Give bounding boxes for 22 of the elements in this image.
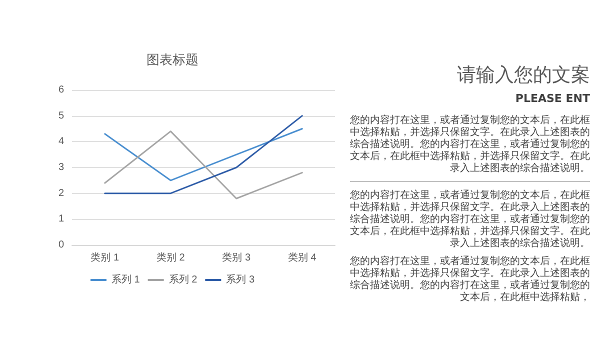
legend-label: 系列 3 [226,274,255,286]
y-tick-label: 0 [58,240,64,250]
text: PLEASE ENT [514,92,590,105]
y-tick-label: 5 [58,110,64,122]
y-tick-label: 2 [58,188,64,199]
legend-label: 系列 2 [168,274,198,286]
y-tick-label: 6 [58,84,64,96]
y-tick-label: 3 [58,162,64,173]
x-tick-label: 类别 3 [222,252,251,264]
line-series [104,128,303,182]
text: 您的内容打在这里，或者通过复制您的文本后，在此框中选择粘贴，并选择只保留文字。在此录入上述图表的综合描述说明。您的内容打在这里，或者通过复制您的文本后，在此框中选择粘贴， [350,256,590,304]
line-series [104,130,303,200]
chart-title: 图表标题 [146,52,198,67]
y-tick-label: 4 [58,136,64,148]
x-tick-label: 类别 1 [90,252,120,264]
x-tick-label: 类别 4 [288,252,317,264]
legend-label: 系列 1 [111,274,140,286]
text: 您的内容打在这里，或者通过复制您的文本后，在此框中选择粘贴，并选择只保留文字。在此录入上述图表的综合描述说明。您的内容打在这里，或者通过复制您的文本后，在此框中选择粘贴，并选择只保留文字。在此录入上述图表的综合描述说明。 [350,115,590,175]
text: 请输入您的文案 [456,63,590,88]
y-tick-label: 1 [58,214,64,225]
text: 您的内容打在这里，或者通过复制您的文本后，在此框中选择粘贴，并选择只保留文字。在此录入上述图表的综合描述说明。您的内容打在这里，或者通过复制您的文本后，在此框中选择粘贴，并选择只保留文字。在此录入上述图表的综合描述说明。 [350,190,590,250]
x-tick-label: 类别 2 [156,252,186,264]
